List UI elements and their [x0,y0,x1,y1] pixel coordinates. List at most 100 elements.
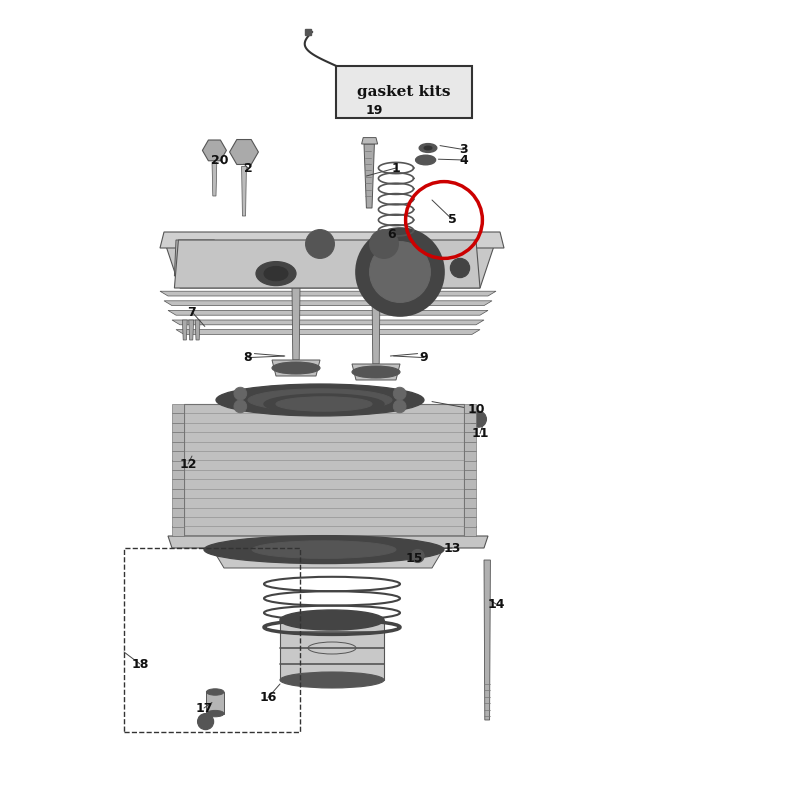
Text: 14: 14 [487,598,505,610]
Circle shape [234,400,246,413]
Polygon shape [464,498,476,508]
Text: 7: 7 [188,306,196,318]
Polygon shape [160,232,504,248]
Ellipse shape [280,610,384,630]
Text: 2: 2 [244,162,252,174]
Text: 15: 15 [406,552,423,565]
Polygon shape [172,320,484,325]
Polygon shape [372,288,380,364]
Polygon shape [160,291,496,296]
Polygon shape [364,144,374,208]
Polygon shape [384,230,408,240]
Polygon shape [352,364,400,380]
Text: 3: 3 [460,143,468,156]
Polygon shape [172,507,184,517]
Ellipse shape [419,144,437,152]
Polygon shape [172,432,184,442]
Circle shape [356,228,444,316]
Polygon shape [292,288,300,360]
Ellipse shape [204,536,444,563]
Polygon shape [172,479,184,489]
Circle shape [394,387,406,400]
Polygon shape [172,404,184,414]
Ellipse shape [352,366,400,378]
Ellipse shape [206,689,224,695]
Polygon shape [174,240,216,276]
Ellipse shape [264,394,384,414]
Polygon shape [464,414,476,423]
Text: gasket kits: gasket kits [358,85,450,99]
Polygon shape [464,451,476,461]
Ellipse shape [206,710,224,717]
Polygon shape [189,320,194,340]
Circle shape [370,242,430,302]
Polygon shape [172,498,184,508]
Polygon shape [230,139,258,165]
Text: 6: 6 [388,228,396,241]
Text: 16: 16 [259,691,277,704]
Text: 5: 5 [448,213,456,226]
Polygon shape [464,404,476,414]
Polygon shape [464,479,476,489]
Polygon shape [174,240,480,288]
Text: 13: 13 [443,542,461,554]
Polygon shape [242,166,246,216]
Polygon shape [464,422,476,432]
Circle shape [394,400,406,413]
Text: 20: 20 [211,154,229,166]
Text: 10: 10 [467,403,485,416]
Polygon shape [172,414,184,423]
Polygon shape [464,517,476,526]
Text: 1: 1 [392,162,400,174]
Polygon shape [182,320,187,340]
Circle shape [411,550,424,562]
Polygon shape [168,536,488,548]
Ellipse shape [416,155,436,165]
Polygon shape [195,320,200,340]
Polygon shape [164,240,496,288]
Polygon shape [202,140,226,161]
Text: 12: 12 [179,458,197,470]
Circle shape [234,387,246,400]
Polygon shape [464,461,476,470]
Text: 19: 19 [366,104,383,117]
Circle shape [198,714,214,730]
Polygon shape [464,489,476,498]
Text: 4: 4 [460,154,468,166]
Polygon shape [280,620,384,680]
Ellipse shape [276,397,372,411]
Polygon shape [172,461,184,470]
Polygon shape [362,138,378,144]
Polygon shape [464,432,476,442]
Ellipse shape [248,389,392,411]
Polygon shape [172,422,184,432]
Ellipse shape [216,384,424,416]
Ellipse shape [280,672,384,688]
Polygon shape [464,526,476,536]
Polygon shape [389,240,403,246]
Polygon shape [184,404,464,536]
Text: 8: 8 [244,351,252,364]
Text: 11: 11 [471,427,489,440]
Polygon shape [172,517,184,526]
Polygon shape [172,470,184,479]
Text: 9: 9 [420,351,428,364]
Polygon shape [272,360,320,376]
Polygon shape [464,442,476,451]
Polygon shape [172,451,184,461]
Polygon shape [172,489,184,498]
Polygon shape [176,330,480,334]
Polygon shape [172,442,184,451]
Polygon shape [206,692,224,714]
Polygon shape [164,301,492,306]
Bar [124,548,300,732]
Polygon shape [212,548,444,568]
Circle shape [306,230,334,258]
Polygon shape [484,560,490,720]
Text: 17: 17 [195,702,213,714]
Ellipse shape [256,262,296,286]
Polygon shape [212,162,217,196]
FancyBboxPatch shape [336,66,472,118]
Polygon shape [168,310,488,315]
Ellipse shape [272,362,320,374]
